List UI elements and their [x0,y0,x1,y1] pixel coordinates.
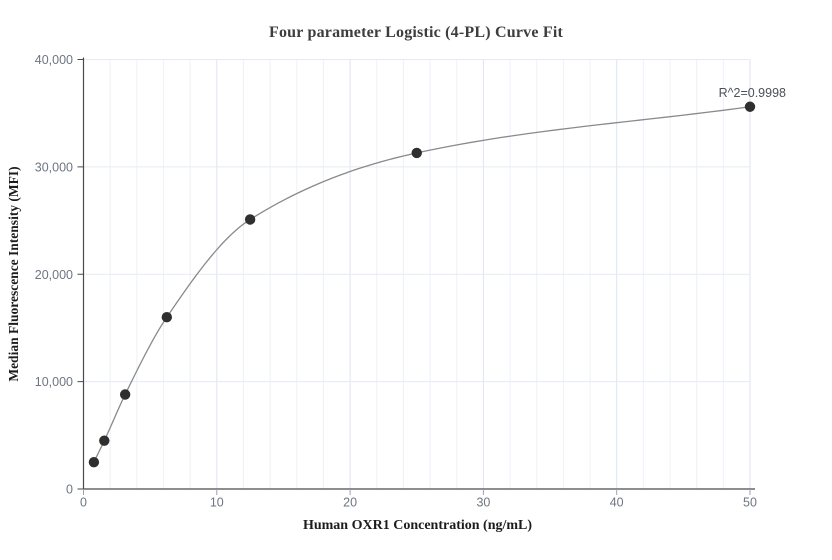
x-axis-label: Human OXR1 Concentration (ng/mL) [302,518,533,533]
y-tick-label: 10,000 [35,375,73,389]
y-tick-label: 20,000 [35,268,73,282]
chart-title: Four parameter Logistic (4-PL) Curve Fit [268,24,563,41]
y-tick-label: 40,000 [35,53,73,67]
x-tick-label: 10 [210,496,224,510]
data-point [411,147,422,159]
data-point [161,312,173,323]
data-point [244,214,256,225]
y-tick-label: 0 [66,483,73,497]
data-point [119,389,131,400]
y-tick-label: 30,000 [35,160,73,174]
x-tick-label: 0 [80,496,87,510]
data-point [88,456,100,468]
data-point [99,435,110,446]
x-tick-label: 40 [610,496,624,510]
x-tick-label: 30 [476,496,490,510]
r-squared-annotation: R^2=0.9998 [718,86,786,100]
fit-curve [93,106,751,463]
x-tick-label: 20 [343,496,357,510]
x-tick-label: 50 [743,496,757,510]
data-point [744,101,756,112]
